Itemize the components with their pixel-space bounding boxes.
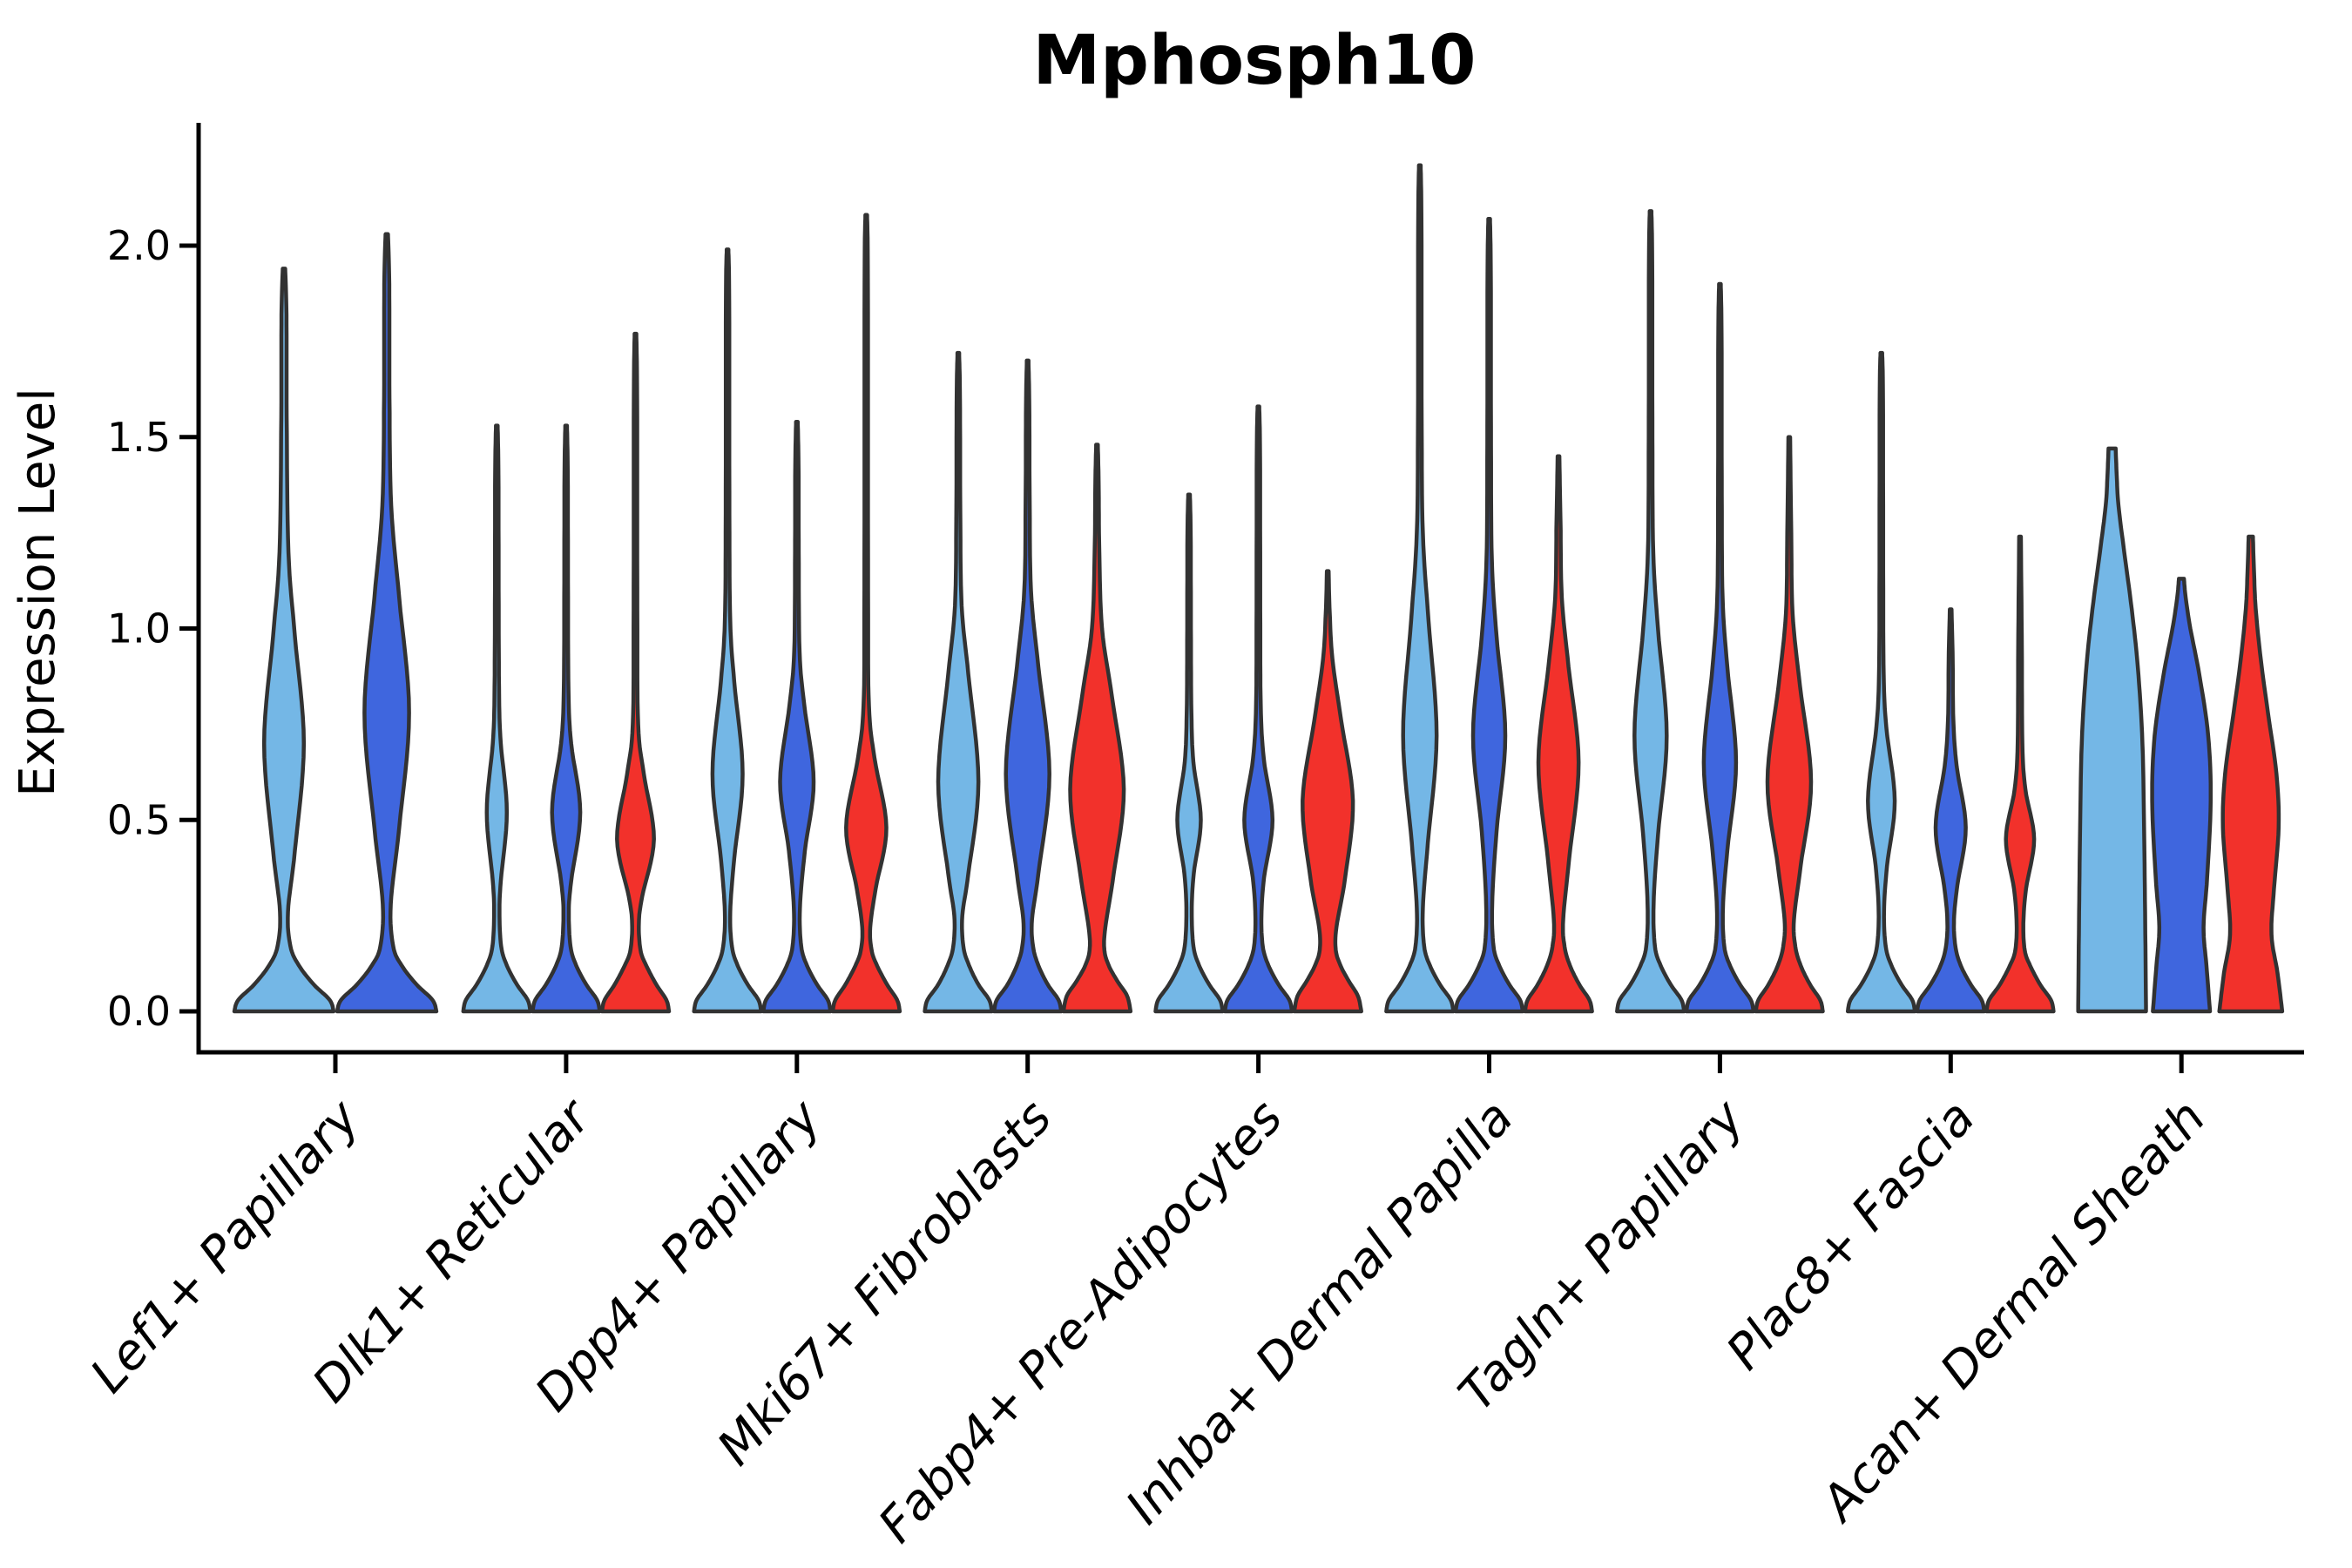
violin-tagln-red xyxy=(1754,435,1825,1014)
violin-mki67-light_blue xyxy=(923,350,994,1014)
y-tick-label: 0.0 xyxy=(107,988,171,1035)
violin-acan-light_blue xyxy=(2076,446,2148,1014)
y-tick-labels: 0.0 0.5 1.0 1.5 2.0 xyxy=(107,222,171,1035)
violin-fabp4-red xyxy=(1292,569,1363,1014)
violin-dlk1-dark_blue xyxy=(531,423,602,1014)
violin-inhba-dark_blue xyxy=(1453,216,1525,1014)
violin-acan-red xyxy=(2217,534,2285,1014)
y-tick-label: 0.5 xyxy=(107,796,171,843)
chart-title: Mphosph10 xyxy=(1033,22,1477,100)
x-category-label: Acan+ Dermal Sheath xyxy=(1809,1090,2217,1533)
violin-acan-dark_blue xyxy=(2150,577,2213,1014)
y-axis-label: Expression Level xyxy=(10,388,66,797)
violin-lef1-dark_blue xyxy=(335,232,439,1014)
violin-dpp4-light_blue xyxy=(692,247,763,1014)
violin-tagln-light_blue xyxy=(1615,209,1686,1014)
violin-inhba-light_blue xyxy=(1384,163,1456,1014)
violin-bodies xyxy=(232,163,2285,1014)
violin-dpp4-dark_blue xyxy=(761,419,833,1014)
x-category-label: Plac8+ Fascia xyxy=(1716,1090,1986,1381)
violin-plac8-light_blue xyxy=(1845,350,1917,1014)
violin-dlk1-red xyxy=(599,331,672,1014)
violin-dpp4-red xyxy=(830,213,902,1014)
y-tick-label: 2.0 xyxy=(107,222,171,269)
violin-plac8-red xyxy=(1984,534,2056,1014)
x-category-label: Fabp4+ Pre-Adipocytes xyxy=(868,1090,1294,1554)
y-tick-label: 1.0 xyxy=(107,605,171,652)
violin-dlk1-light_blue xyxy=(461,423,533,1014)
axes xyxy=(179,123,2304,1073)
violin-inhba-red xyxy=(1523,454,1594,1014)
violin-fabp4-dark_blue xyxy=(1222,404,1294,1014)
y-tick-label: 1.5 xyxy=(107,414,171,461)
x-category-label: Inhba+ Dermal Papilla xyxy=(1115,1090,1524,1535)
violin-mki67-dark_blue xyxy=(991,358,1064,1014)
violin-tagln-dark_blue xyxy=(1684,281,1756,1014)
violin-plac8-dark_blue xyxy=(1915,607,1987,1014)
violin-fabp4-light_blue xyxy=(1153,492,1225,1014)
violin-lef1-light_blue xyxy=(232,267,336,1014)
violin-mki67-red xyxy=(1061,443,1133,1014)
